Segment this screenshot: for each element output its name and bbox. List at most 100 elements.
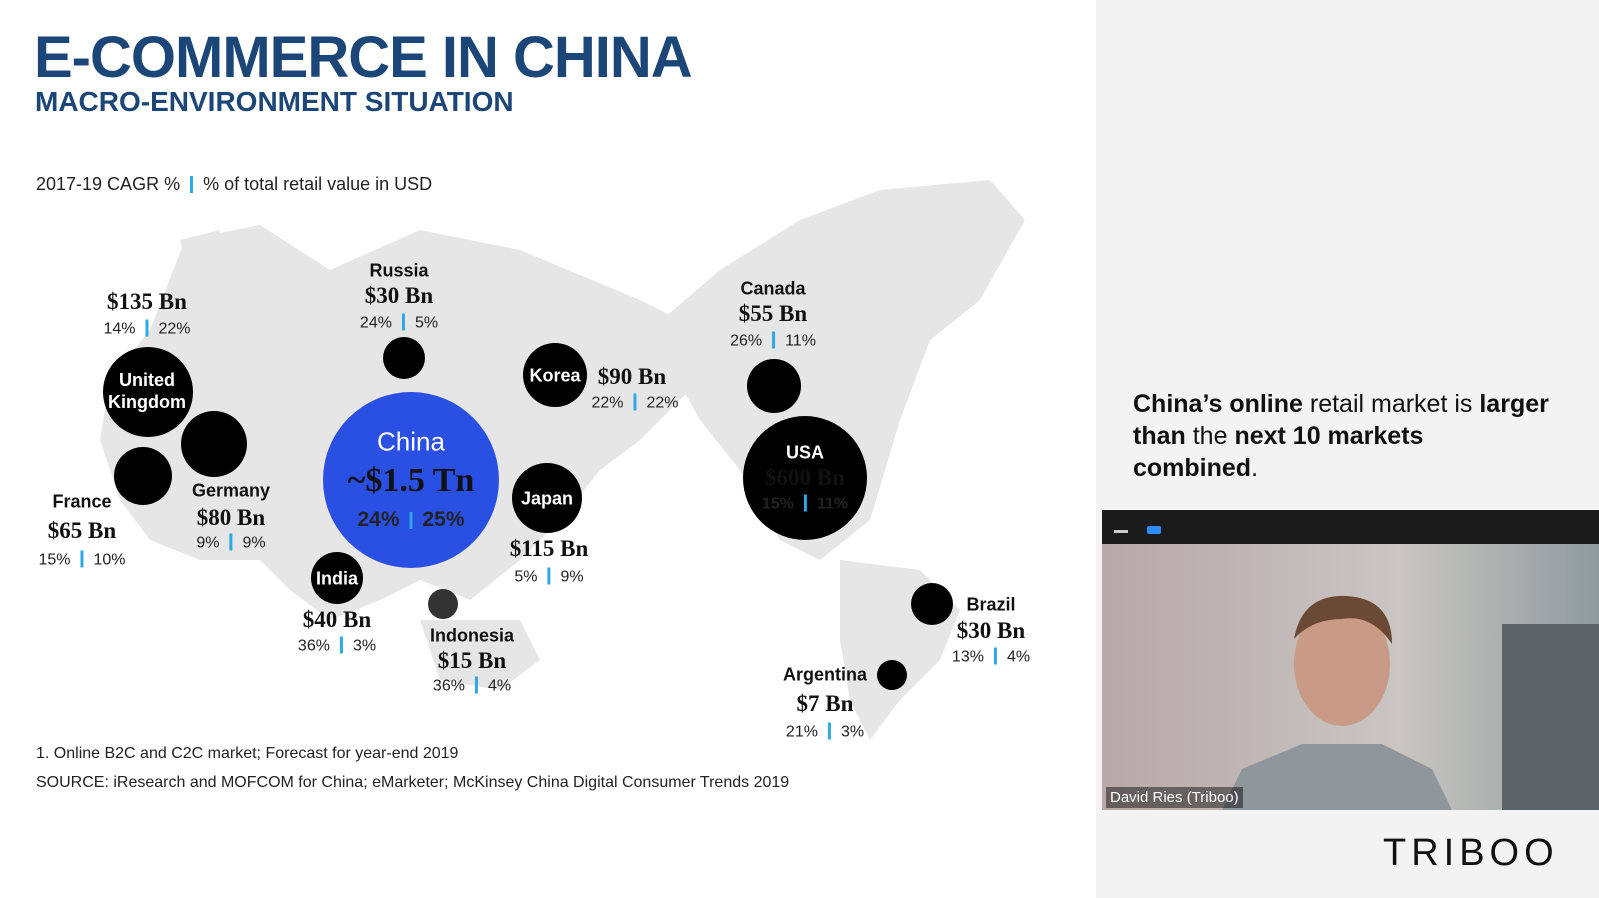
- market-name: Japan: [520, 488, 574, 509]
- separator: [633, 393, 637, 411]
- cagr: 36%: [297, 637, 330, 655]
- market-bubble: [181, 411, 247, 477]
- market-stats: 26% 11%: [730, 331, 816, 351]
- market-name: China: [377, 426, 445, 457]
- cagr: 13%: [951, 648, 984, 666]
- footnote: 1. Online B2C and C2C market; Forecast f…: [36, 745, 459, 762]
- market-stats: 22% 22%: [591, 393, 679, 413]
- side-note: China’s online retail market is larger t…: [1133, 388, 1553, 484]
- share: 3%: [352, 637, 377, 655]
- market-value: $30 Bn: [956, 618, 1026, 643]
- share: 4%: [487, 677, 512, 695]
- market-value: $90 Bn: [597, 364, 667, 389]
- market-name: India: [315, 568, 359, 589]
- note-text: retail market is: [1302, 390, 1480, 418]
- note-text: China’s online: [1133, 390, 1303, 418]
- view-button[interactable]: [1147, 526, 1161, 534]
- share: 3%: [840, 723, 865, 741]
- cagr: 22%: [591, 394, 624, 412]
- participant-name: David Ries (Triboo): [1106, 787, 1243, 808]
- market-value: $40 Bn: [302, 607, 372, 632]
- separator: [339, 636, 343, 654]
- market-value: $80 Bn: [196, 505, 266, 530]
- separator: [229, 533, 233, 551]
- market-name: USA: [785, 442, 825, 463]
- share: 25%: [422, 508, 465, 531]
- note-text: .: [1251, 454, 1259, 482]
- separator: [474, 676, 478, 694]
- market-stats: 24% 25%: [357, 508, 464, 532]
- source: SOURCE: iResearch and MOFCOM for China; …: [36, 774, 790, 791]
- cagr: 24%: [357, 508, 400, 531]
- cagr: 14%: [103, 320, 136, 338]
- market-name: Brazil: [966, 594, 1016, 615]
- share: 22%: [158, 320, 191, 338]
- market-bubble: [428, 589, 458, 619]
- video-toolbar: [1102, 510, 1599, 544]
- market-bubble: [323, 392, 499, 568]
- market-value: $135 Bn: [107, 289, 187, 314]
- cagr: 15%: [761, 495, 794, 513]
- separator: [401, 313, 405, 331]
- market-stats: 15% 11%: [761, 494, 848, 514]
- market-bubble: [911, 583, 953, 625]
- market-stats: 36% 4%: [432, 676, 512, 696]
- video-feed: [1102, 544, 1599, 810]
- cagr: 9%: [196, 534, 220, 552]
- market-value: $30 Bn: [364, 283, 434, 308]
- separator: [547, 567, 551, 585]
- legend: 2017-19 CAGR % % of total retail value in…: [36, 174, 432, 195]
- market-stats: 36% 3%: [297, 636, 377, 656]
- market-bubble: [383, 337, 425, 379]
- world-map: [100, 180, 1025, 740]
- cagr: 36%: [432, 677, 465, 695]
- minimize-button[interactable]: [1114, 530, 1128, 533]
- market-value: $15 Bn: [437, 648, 507, 673]
- market-bubble: [512, 463, 582, 533]
- share: 5%: [414, 314, 439, 332]
- market-bubble: [877, 660, 907, 690]
- market-name: Argentina: [782, 664, 868, 685]
- share: 4%: [1006, 648, 1031, 666]
- market-name: Canada: [740, 278, 806, 299]
- share: 9%: [242, 534, 266, 552]
- market-bubble: [747, 359, 801, 413]
- market-name: Indonesia: [429, 625, 515, 646]
- market-name: Korea: [529, 365, 581, 386]
- share: 9%: [560, 568, 584, 586]
- note-text: next 10 markets combined: [1133, 422, 1424, 482]
- legend-share: % of total retail value in USD: [203, 174, 433, 194]
- cagr: 24%: [359, 314, 392, 332]
- market-stats: 9% 9%: [196, 533, 266, 553]
- subtitle: MACRO-ENVIRONMENT SITUATION: [35, 86, 514, 117]
- market-stats: 5% 9%: [514, 567, 584, 587]
- separator: [803, 494, 807, 512]
- market-stats: 13% 4%: [951, 647, 1031, 667]
- market-stats: 24% 5%: [359, 313, 439, 333]
- market-value: $115 Bn: [509, 536, 589, 561]
- note-text: larger than: [1133, 390, 1549, 450]
- separator: [409, 512, 413, 529]
- market-bubble: [743, 416, 867, 540]
- market-stats: 21% 3%: [785, 722, 865, 742]
- separator: [827, 722, 831, 740]
- market-value: $600 Bn: [765, 465, 845, 490]
- share: 11%: [785, 332, 816, 350]
- cagr: 21%: [785, 723, 818, 741]
- logo: TRIBOO: [1383, 832, 1559, 874]
- title: E-COMMERCE IN CHINA: [34, 25, 693, 90]
- market-bubble: [103, 347, 193, 437]
- separator: [80, 550, 84, 568]
- market-name: France: [52, 491, 112, 512]
- market-name: Russia: [369, 260, 429, 281]
- separator: [190, 176, 194, 193]
- share: 10%: [93, 551, 126, 569]
- cagr: 26%: [730, 332, 763, 350]
- video-tile: [1102, 510, 1599, 810]
- market-value: $55 Bn: [738, 301, 808, 326]
- market-stats: 14% 22%: [103, 319, 191, 339]
- separator: [993, 647, 997, 665]
- market-value: $7 Bn: [796, 691, 854, 716]
- market-stats: 15% 10%: [38, 550, 126, 570]
